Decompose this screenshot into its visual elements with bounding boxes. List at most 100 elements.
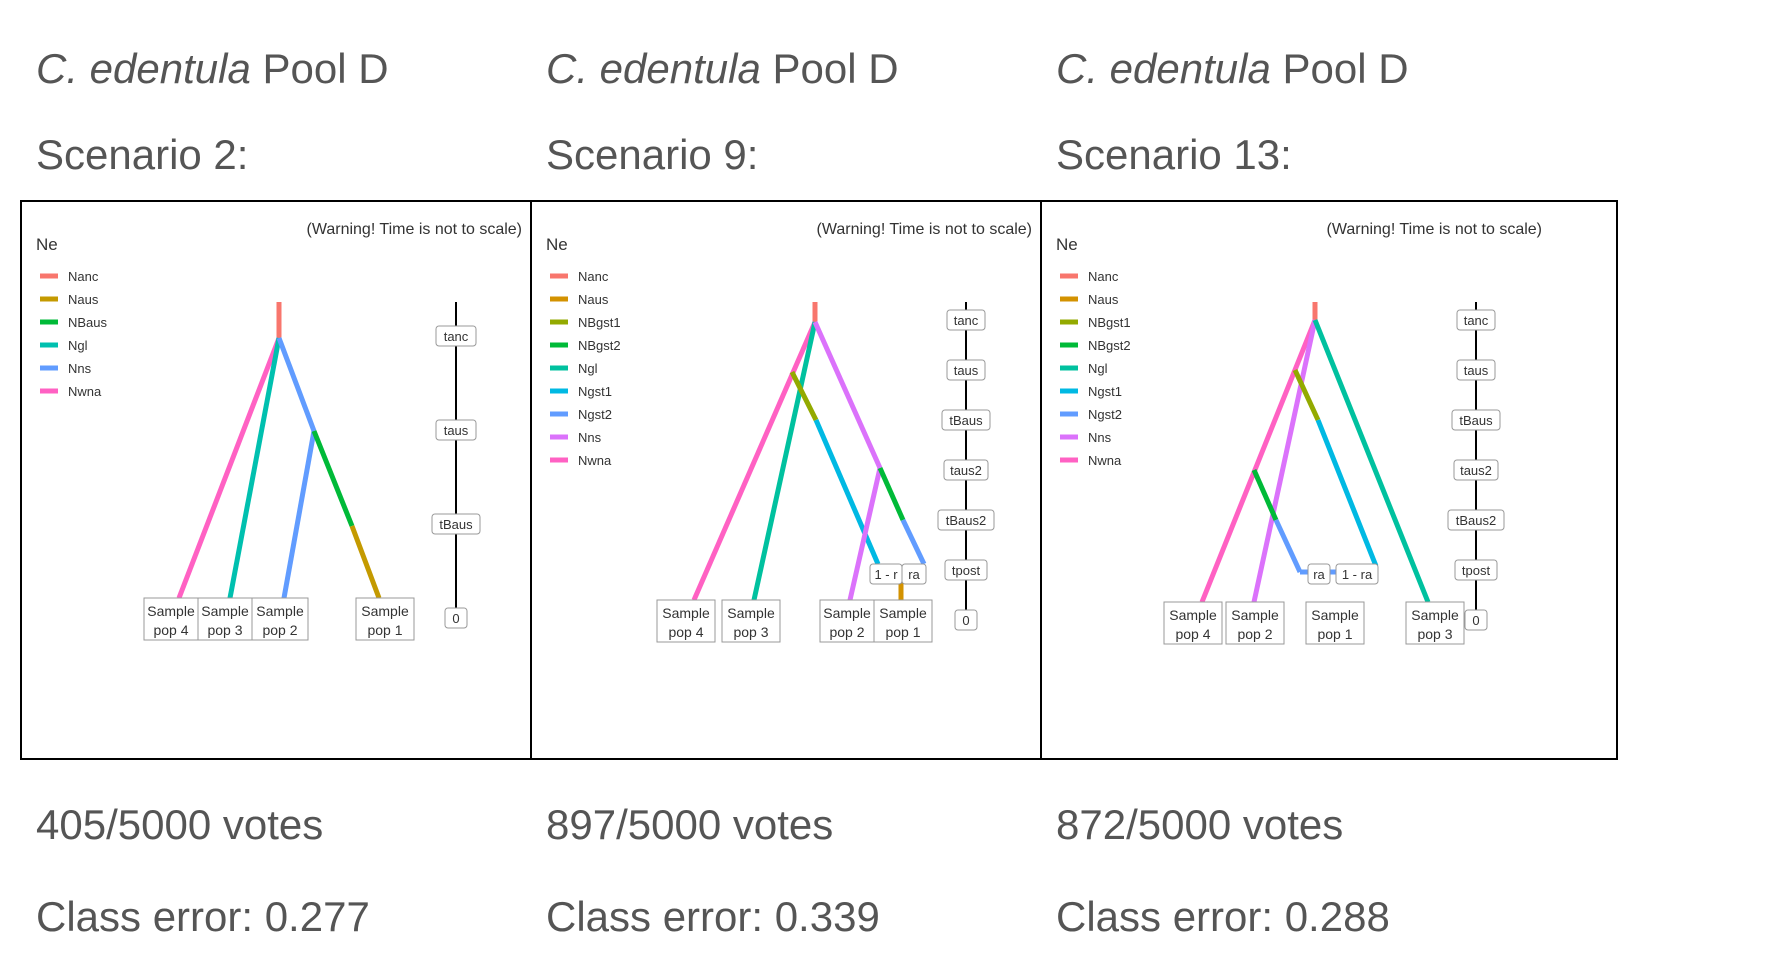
time-label-tpost: tpost [1462, 563, 1491, 578]
scenario-diagram-13: (Warning! Time is not to scale) Ne Nanc … [1040, 200, 1618, 760]
sample-box-pop4 [1163, 601, 1223, 645]
votes-count: 405/5000 votes [36, 801, 324, 848]
sample-pop-label: pop 3 [207, 622, 242, 638]
legend: Nanc Naus NBgst1 NBgst2 Ngl Ngst1 Ngst2 … [1060, 269, 1131, 468]
sample-label: Sample [1169, 607, 1217, 623]
population-tree [691, 302, 927, 601]
branch-pop2 [1251, 319, 1318, 603]
legend-label-nanc: Nanc [68, 269, 99, 284]
sample-box-pop4 [143, 597, 199, 641]
time-box-tpost [1454, 559, 1498, 581]
time-label-taus2: taus2 [950, 463, 982, 478]
scenario-panel-3: C. edentula Pool D Scenario 13: (Warning… [1040, 0, 1620, 965]
legend-label-ngst2: Ngst2 [1088, 407, 1122, 422]
warning-note: (Warning! Time is not to scale) [307, 221, 522, 238]
sample-label: Sample [1411, 607, 1459, 623]
species-name: C. edentula [36, 45, 251, 92]
sample-pop-label: pop 4 [153, 622, 188, 638]
time-label-tbaus2: tBaus2 [946, 513, 986, 528]
time-axis: tanc taus tBaus 0 [431, 302, 481, 629]
legend-label-nbgst1: NBgst1 [578, 315, 621, 330]
branch-pop4 [691, 321, 818, 601]
branch-gst1 [1315, 419, 1379, 567]
time-label-tbaus2: tBaus2 [1456, 513, 1496, 528]
branch-gst2 [900, 518, 927, 566]
time-label-tanc: tanc [444, 329, 469, 344]
branch-ns [812, 320, 883, 470]
branch-pop3 [751, 321, 818, 601]
branch-bgst1 [789, 370, 819, 422]
sample-label: Sample [879, 605, 927, 621]
legend-label-nwna: Nwna [68, 384, 102, 399]
sample-box-pop2 [819, 599, 875, 643]
sample-boxes: Sample pop 4 Sample pop 2 Sample pop 1 S… [1163, 601, 1465, 645]
sample-label: Sample [1231, 607, 1279, 623]
sample-box-pop1 [355, 597, 415, 641]
legend-label-ngst1: Ngst1 [578, 384, 612, 399]
scenario-diagram-2: (Warning! Time is not to scale) Ne Nanc … [20, 200, 598, 760]
sample-pop-label: pop 3 [733, 624, 768, 640]
sample-box-pop2 [1225, 601, 1285, 645]
legend-label-nanc: Nanc [578, 269, 609, 284]
time-box-tbaus [431, 513, 481, 535]
time-label-tpost: tpost [952, 563, 981, 578]
admix-box-1-minus-ra [1335, 563, 1379, 585]
time-box-tbaus2 [1447, 509, 1505, 531]
legend-label-nwna: Nwna [1088, 453, 1122, 468]
species-name: C. edentula [1056, 45, 1271, 92]
sample-pop-label: pop 2 [262, 622, 297, 638]
legend-label-naus: Naus [1088, 292, 1119, 307]
legend-label-nns: Nns [68, 361, 92, 376]
diagram-svg: (Warning! Time is not to scale) Ne Nanc … [1056, 221, 1542, 645]
branch-bgst1 [1292, 368, 1321, 422]
warning-note: (Warning! Time is not to scale) [817, 221, 1032, 238]
sample-box-pop1 [873, 599, 933, 643]
pool-name: Pool D [1270, 45, 1409, 92]
time-label-taus: taus [1464, 363, 1489, 378]
time-box-taus [1456, 359, 1496, 381]
scenario-diagram-9: (Warning! Time is not to scale) Ne Nanc … [530, 200, 1108, 760]
diagram-svg: (Warning! Time is not to scale) Ne Nanc … [546, 221, 1032, 643]
admix-label: ra [908, 567, 920, 582]
sample-label: Sample [147, 603, 195, 619]
sample-label: Sample [823, 605, 871, 621]
time-label-tbaus: tBaus [1459, 413, 1493, 428]
sample-box-pop2 [251, 597, 309, 641]
time-box-tanc [946, 309, 986, 331]
time-label-tanc: tanc [954, 313, 979, 328]
votes-count: 872/5000 votes [1056, 801, 1344, 848]
time-label-taus2: taus2 [1460, 463, 1492, 478]
branch-pop2 [281, 430, 317, 599]
branch-pop4 [1199, 319, 1318, 603]
branch-pop3 [227, 337, 282, 599]
sample-pop-label: pop 1 [367, 622, 402, 638]
time-box-tbaus2 [937, 509, 995, 531]
sample-box-pop3 [1405, 601, 1465, 645]
pool-name: Pool D [760, 45, 899, 92]
sample-pop-label: pop 2 [1237, 626, 1272, 642]
time-box-tanc [1456, 309, 1496, 331]
sample-pop-label: pop 3 [1417, 626, 1452, 642]
scenario-panel-2: C. edentula Pool D Scenario 9: (Warning!… [530, 0, 1110, 965]
branch-gst1 [813, 419, 881, 565]
legend-label-nns: Nns [578, 430, 602, 445]
time-box-taus [435, 419, 477, 441]
pool-name: Pool D [250, 45, 389, 92]
sample-label: Sample [1311, 607, 1359, 623]
time-label-0: 0 [1472, 613, 1479, 628]
sample-pop-label: pop 4 [1175, 626, 1210, 642]
legend-label-ngst1: Ngst1 [1088, 384, 1122, 399]
time-box-tanc [435, 325, 477, 347]
time-label-taus: taus [444, 423, 469, 438]
time-label-0: 0 [962, 613, 969, 628]
time-box-taus2 [943, 459, 989, 481]
legend-label-ngl: Ngl [578, 361, 598, 376]
branch-bgst2 [1251, 468, 1279, 522]
diagram-svg: (Warning! Time is not to scale) Ne Nanc … [36, 221, 522, 641]
panel-title: C. edentula Pool D [1056, 44, 1409, 94]
time-box-0 [444, 607, 468, 629]
admix-box-ra [901, 563, 927, 585]
admixture-labels: ra 1 - ra [1307, 563, 1379, 585]
legend-title: Ne [1056, 235, 1078, 254]
scenario-label: Scenario 9: [546, 131, 759, 178]
